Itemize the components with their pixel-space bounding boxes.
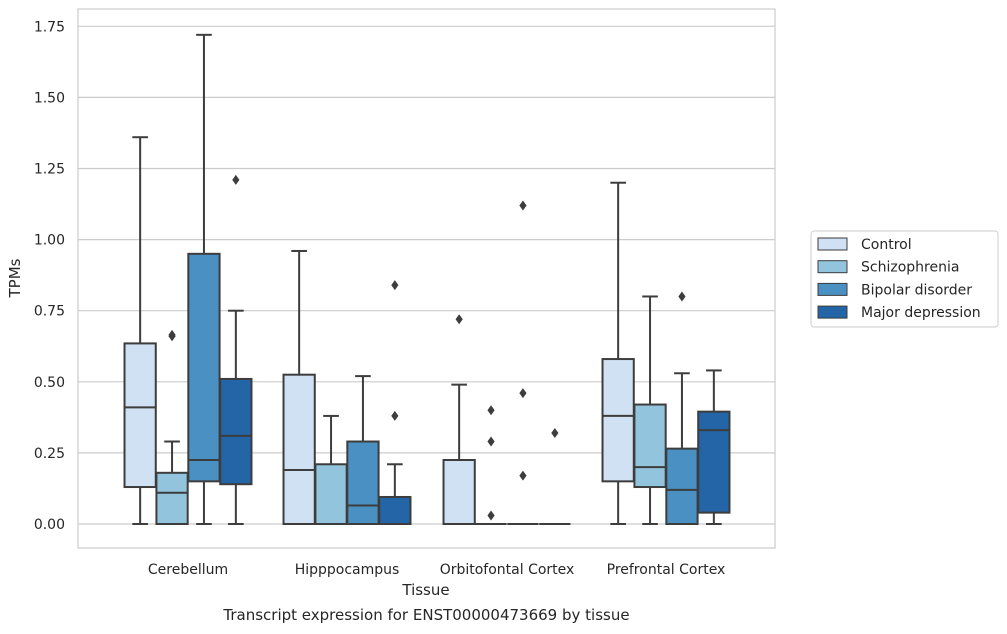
outlier-point [455, 314, 463, 325]
box-iqr [601, 358, 635, 483]
legend-label: Major depression [861, 305, 981, 321]
y-tick-label: 1.50 [34, 90, 65, 106]
box-control-1 [282, 249, 316, 525]
outlier-point [551, 427, 559, 438]
y-tick-label: 1.75 [34, 19, 65, 35]
legend-swatch [817, 282, 848, 296]
outlier-point [391, 280, 399, 291]
box-schizophrenia-3 [633, 295, 667, 525]
box-control-2 [442, 314, 476, 526]
box-major-depression-1 [378, 280, 412, 525]
box-bipolar-disorder-0 [187, 33, 221, 525]
outlier-point [519, 388, 527, 399]
outlier-point [519, 200, 527, 211]
x-tick-label: Orbitofontal Cortex [440, 562, 575, 578]
box-iqr [219, 377, 253, 486]
box-control-3 [601, 181, 635, 525]
chart-caption: Transcript expression for ENST0000047366… [223, 606, 630, 624]
x-axis-label: Tissue [401, 581, 449, 599]
y-axis-ticks: 0.00 0.25 0.50 0.75 1.00 1.25 1.50 1.75 [34, 19, 65, 533]
box-major-depression-3 [697, 369, 731, 525]
box-control-0 [123, 136, 157, 525]
y-tick-label: 0.25 [34, 446, 65, 462]
box-iqr [314, 463, 348, 525]
outlier-point [232, 174, 240, 185]
box-schizophrenia-2 [475, 405, 507, 525]
box-groups [123, 33, 731, 526]
outlier-point [168, 331, 176, 342]
legend: Control Schizophrenia Bipolar disorder Majo… [810, 230, 999, 328]
x-tick-label: Cerebellum [148, 562, 228, 578]
y-tick-label: 0.50 [34, 375, 65, 391]
box-major-depression-0 [219, 174, 253, 525]
outlier-point [391, 410, 399, 421]
x-axis-ticks: Cerebellum Hipppocampus Orbitofontal Corte… [148, 562, 725, 578]
legend-frame [810, 230, 999, 328]
legend-swatch [817, 237, 848, 251]
box-iqr [633, 403, 667, 489]
box-iqr [187, 252, 221, 483]
y-tick-label: 0.75 [34, 304, 65, 320]
box-schizophrenia-0 [155, 329, 189, 526]
legend-label: Control [861, 237, 912, 253]
outlier-point [487, 510, 495, 521]
outlier-point [487, 405, 495, 416]
legend-swatch [817, 260, 848, 274]
box-iqr [123, 342, 157, 489]
legend-label: Schizophrenia [861, 260, 959, 276]
box-iqr [665, 447, 699, 525]
box-iqr [442, 459, 476, 526]
legend-swatch [817, 305, 848, 319]
y-tick-label: 1.00 [34, 233, 65, 249]
x-tick-label: Hipppocampus [295, 562, 400, 578]
y-axis-label: TPMs [6, 258, 24, 298]
legend-label: Bipolar disorder [861, 282, 972, 298]
box-iqr [378, 495, 412, 525]
box-iqr [346, 440, 380, 525]
box-bipolar-disorder-1 [346, 375, 380, 525]
x-tick-label: Prefrontal Cortex [607, 562, 726, 578]
outlier-point [487, 436, 495, 447]
outlier-point [519, 470, 527, 481]
box-iqr [697, 410, 731, 514]
box-iqr [155, 471, 189, 526]
y-tick-label: 0.00 [34, 517, 65, 533]
box-iqr [282, 373, 316, 525]
outlier-point [678, 291, 686, 302]
box-bipolar-disorder-2 [507, 200, 539, 525]
box-major-depression-2 [539, 427, 571, 525]
box-schizophrenia-1 [314, 414, 348, 525]
y-tick-label: 1.25 [34, 162, 65, 178]
